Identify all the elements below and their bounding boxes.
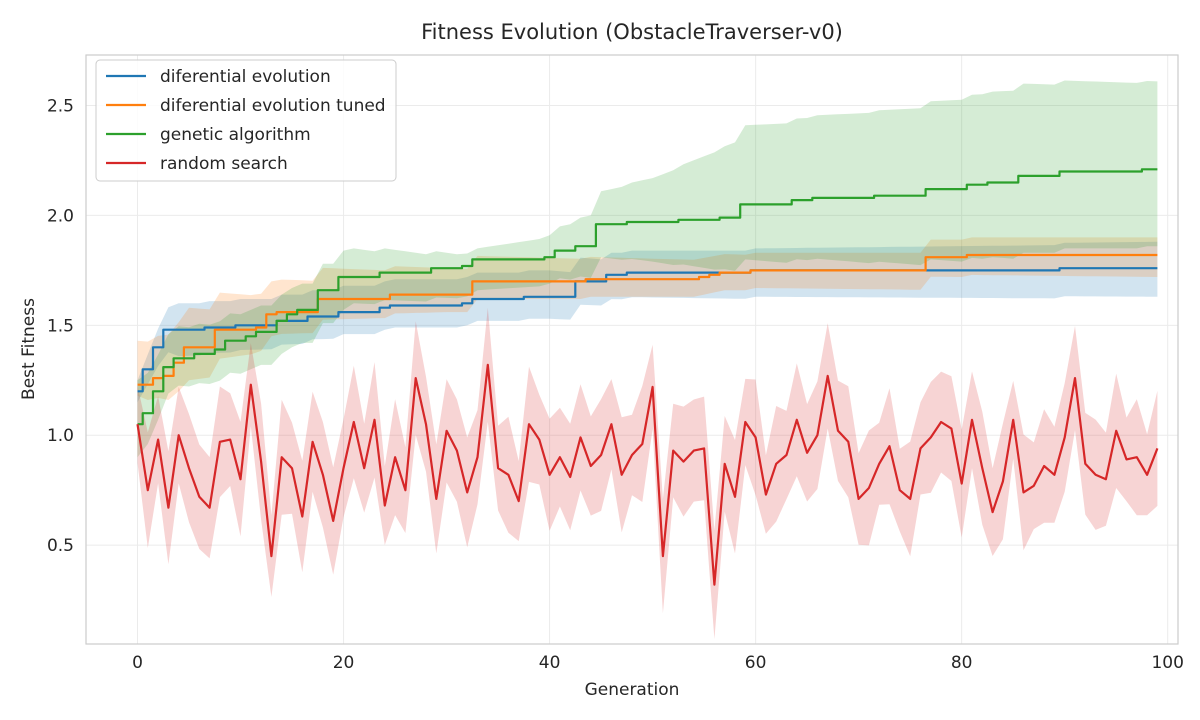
y-tick-label: 0.5 [47,536,74,556]
series-line [137,253,1158,386]
y-tick-label: 2.0 [47,206,74,226]
error-band [137,80,1158,458]
series-lines [136,168,1159,586]
plot-area-border [85,54,1179,645]
y-tick-label: 1.5 [47,316,74,336]
legend: diferential evolution diferential evoluti… [95,59,397,182]
legend-label: diferential evolution tuned [160,96,386,116]
x-axis-ticks: 0 20 40 60 80 100 [132,653,1184,673]
x-axis-label: Generation [585,680,680,700]
y-axis-ticks: 0.5 1.0 1.5 2.0 2.5 [47,97,74,557]
error-band [137,241,1158,403]
x-tick-label: 20 [333,653,355,673]
y-tick-label: 1.0 [47,426,74,446]
legend-label: genetic algorithm [160,125,311,145]
x-tick-label: 0 [132,653,143,673]
y-axis-label: Best Fitness [19,298,39,400]
legend-box [95,59,397,182]
x-tick-label: 100 [1151,653,1183,673]
chart-title: Fitness Evolution (ObstacleTraverser-v0) [421,20,843,44]
series-line [136,363,1159,586]
y-tick-label: 2.5 [47,97,74,117]
series-line [137,168,1158,426]
x-tick-label: 40 [539,653,561,673]
error-band [137,237,1158,400]
legend-label: diferential evolution [160,67,331,87]
legend-label: random search [160,154,288,174]
x-tick-label: 60 [745,653,767,673]
x-tick-label: 80 [951,653,973,673]
